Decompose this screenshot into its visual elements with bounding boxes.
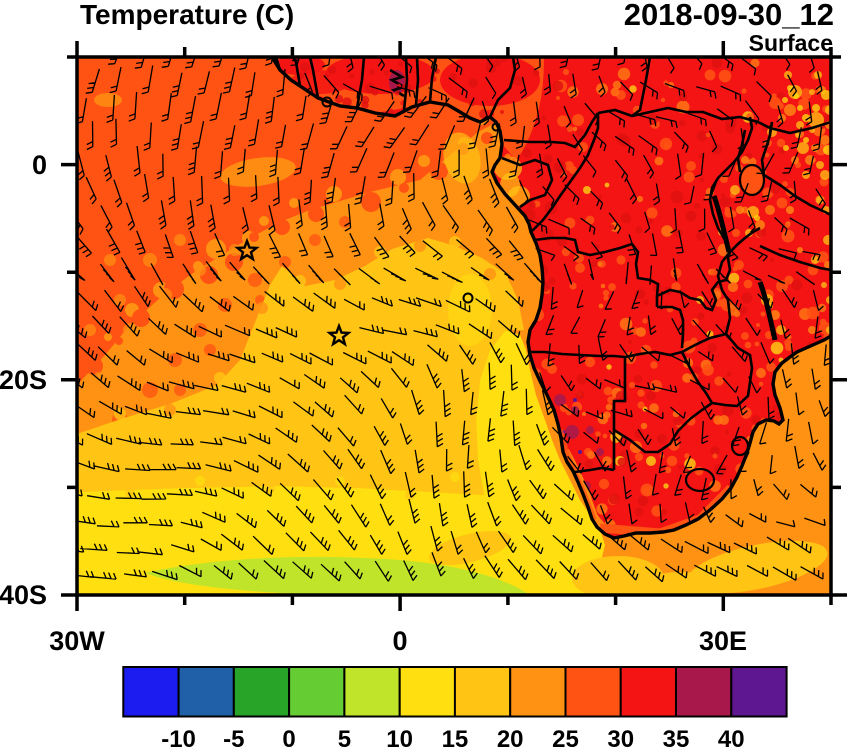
svg-text:40S: 40S <box>0 580 47 610</box>
svg-text:-10: -10 <box>161 726 196 750</box>
svg-text:0: 0 <box>392 626 407 656</box>
svg-text:25: 25 <box>552 726 579 750</box>
svg-text:-5: -5 <box>223 726 244 750</box>
svg-text:40: 40 <box>718 726 745 750</box>
svg-text:0: 0 <box>282 726 295 750</box>
svg-text:10: 10 <box>386 726 413 750</box>
svg-text:2018-09-30_12: 2018-09-30_12 <box>624 0 834 32</box>
svg-text:30E: 30E <box>699 626 747 656</box>
svg-text:30W: 30W <box>49 626 105 656</box>
svg-text:20S: 20S <box>0 365 47 395</box>
svg-text:35: 35 <box>663 726 690 750</box>
svg-text:5: 5 <box>338 726 351 750</box>
svg-text:Surface: Surface <box>749 30 833 56</box>
svg-text:0: 0 <box>32 150 47 180</box>
svg-text:20: 20 <box>497 726 524 750</box>
svg-text:30: 30 <box>607 726 634 750</box>
svg-text:Temperature (C): Temperature (C) <box>80 0 294 30</box>
svg-text:15: 15 <box>442 726 469 750</box>
